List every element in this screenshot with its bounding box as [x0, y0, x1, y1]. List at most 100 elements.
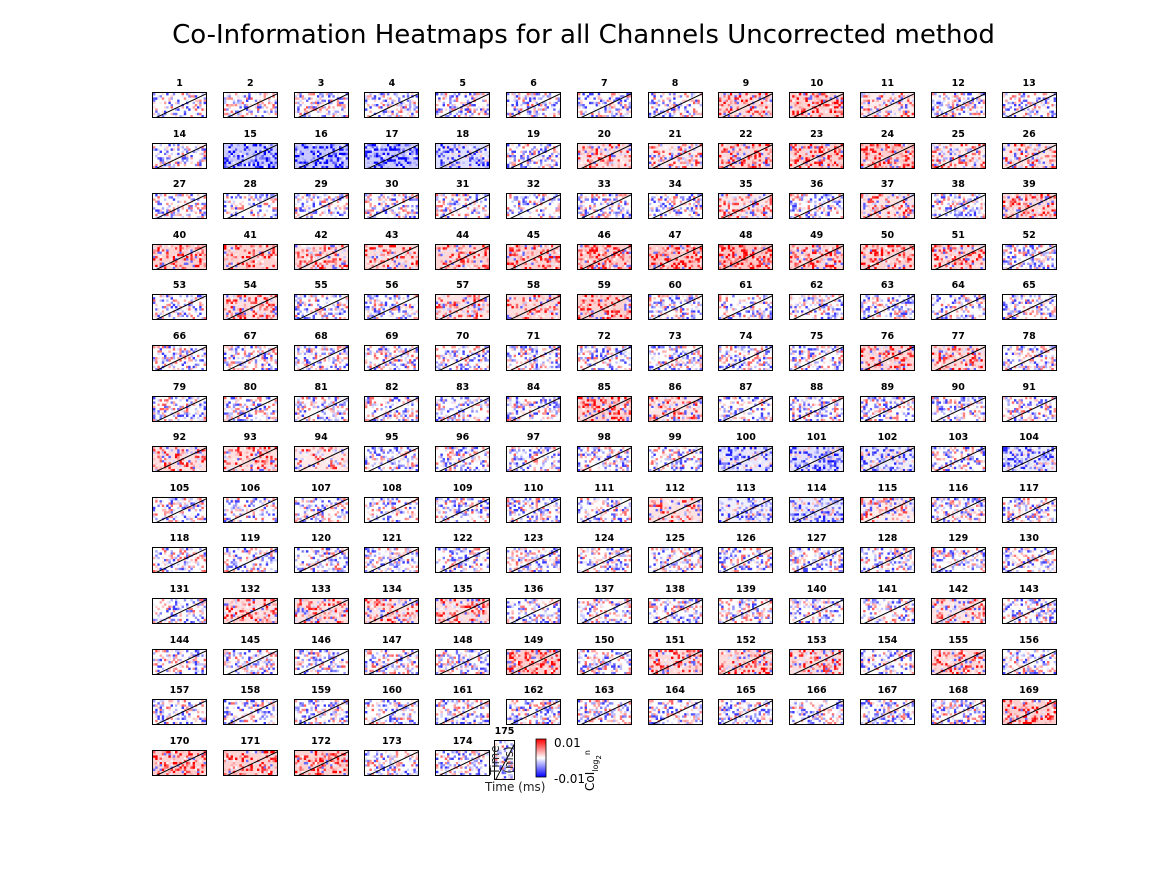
heatmap-cell: [619, 95, 622, 98]
heatmap-cell: [413, 115, 417, 117]
heatmap-cell: [940, 104, 943, 107]
heatmap-cell: [369, 205, 373, 208]
heatmap-cell: [878, 115, 881, 117]
heatmap-cell: [367, 198, 370, 201]
heatmap-cell: [615, 211, 618, 215]
heatmap-cell: [582, 211, 585, 215]
heatmap-cell: [964, 161, 968, 164]
heatmap-cell: [340, 115, 344, 117]
heatmap-cell: [442, 95, 446, 98]
heatmap-cell: [188, 200, 191, 204]
heatmap-cell: [836, 200, 839, 204]
heatmap-cell: [1046, 106, 1049, 109]
heatmap-cell: [610, 205, 614, 208]
heatmap-cell: [869, 108, 873, 111]
heatmap-cell: [891, 99, 895, 102]
heatmap-cell: [973, 156, 976, 160]
heatmap-cell: [586, 143, 589, 146]
heatmap-cell: [458, 198, 461, 201]
heatmap-cell: [630, 216, 631, 219]
heatmap-cell: [205, 163, 206, 166]
heatmap-cell: [630, 161, 631, 164]
heatmap-cell: [623, 216, 627, 219]
heatmap-cell: [236, 115, 240, 117]
heatmap-cell: [617, 145, 620, 149]
heatmap-cell: [758, 112, 762, 116]
heatmap-cell: [825, 154, 828, 157]
heatmap-cell: [261, 165, 264, 168]
heatmap-cell: [522, 154, 525, 157]
heatmap-cell: [199, 168, 201, 169]
heatmap-cell: [385, 99, 388, 102]
heatmap-cell: [741, 143, 744, 146]
heatmap-cell: [593, 198, 596, 201]
heatmap-cell: [329, 93, 333, 96]
heatmap-cell: [902, 106, 906, 109]
heatmap-cell: [1022, 97, 1025, 100]
heatmap-cell: [767, 115, 771, 117]
heatmap-cell: [475, 198, 479, 201]
heatmap-cell: [411, 198, 414, 201]
heatmap-cell: [274, 106, 277, 109]
heatmap-cell: [595, 147, 598, 151]
heatmap-cell: [247, 93, 251, 96]
heatmap-cell: [870, 168, 872, 169]
heatmap-cell: [197, 198, 200, 201]
heatmap-cell: [546, 145, 549, 149]
heatmap-cell: [694, 213, 698, 217]
heatmap-cell: [329, 213, 333, 217]
panel-label: 7: [577, 78, 632, 89]
heatmap-cell: [599, 147, 603, 151]
heatmap-cell: [405, 117, 407, 118]
heatmap-cell: [836, 106, 839, 109]
heatmap-cell: [314, 106, 317, 109]
heatmap-cell: [378, 143, 381, 146]
heatmap-cell: [444, 145, 448, 149]
heatmap-cell: [318, 97, 322, 100]
heatmap-cell: [183, 110, 187, 113]
heatmap-cell: [586, 156, 589, 160]
heatmap-cell: [754, 163, 757, 166]
heatmap-cell: [442, 101, 446, 105]
heatmap-cell: [274, 163, 277, 166]
heatmap-cell: [823, 147, 826, 151]
heatmap-cell: [969, 147, 972, 151]
heatmap-cell: [338, 200, 341, 204]
heatmap-cell: [195, 168, 197, 169]
heatmap-cell: [296, 150, 300, 153]
heatmap-cell: [595, 104, 598, 107]
heatmap-cell: [515, 196, 519, 199]
heatmap-cell: [1031, 168, 1033, 169]
heatmap-cell: [589, 168, 591, 169]
heatmap-cell: [980, 168, 982, 169]
heatmap-cell: [666, 97, 669, 100]
heatmap-cell: [701, 106, 702, 109]
heatmap-cell: [309, 161, 313, 164]
heatmap-cell: [518, 168, 520, 169]
heatmap-cell: [798, 202, 802, 206]
heatmap-cell: [507, 165, 510, 168]
heatmap-cell: [518, 200, 521, 204]
heatmap-cell: [725, 99, 729, 102]
heatmap-cell: [462, 95, 465, 98]
heatmap-cell: [840, 165, 844, 168]
heatmap-cell: [816, 154, 819, 157]
heatmap-cell: [166, 145, 169, 149]
heatmap-cell: [1031, 108, 1034, 111]
heatmap-cell: [838, 93, 841, 96]
heatmap-cell: [294, 207, 297, 210]
heatmap-cell: [958, 158, 961, 162]
heatmap-cell: [511, 93, 514, 96]
heatmap-cell: [741, 154, 744, 157]
heatmap-cell: [442, 213, 446, 217]
heatmap-cell: [770, 117, 772, 118]
heatmap-cell: [258, 209, 262, 212]
heatmap-cell: [314, 211, 317, 215]
heatmap-cell: [692, 196, 695, 199]
heatmap-cell: [973, 145, 976, 149]
heatmap-cell: [533, 152, 536, 155]
panel-svg: [294, 194, 348, 219]
heatmap-cell: [984, 152, 985, 155]
heatmap-cell: [511, 117, 513, 118]
heatmap-cell: [610, 115, 614, 117]
